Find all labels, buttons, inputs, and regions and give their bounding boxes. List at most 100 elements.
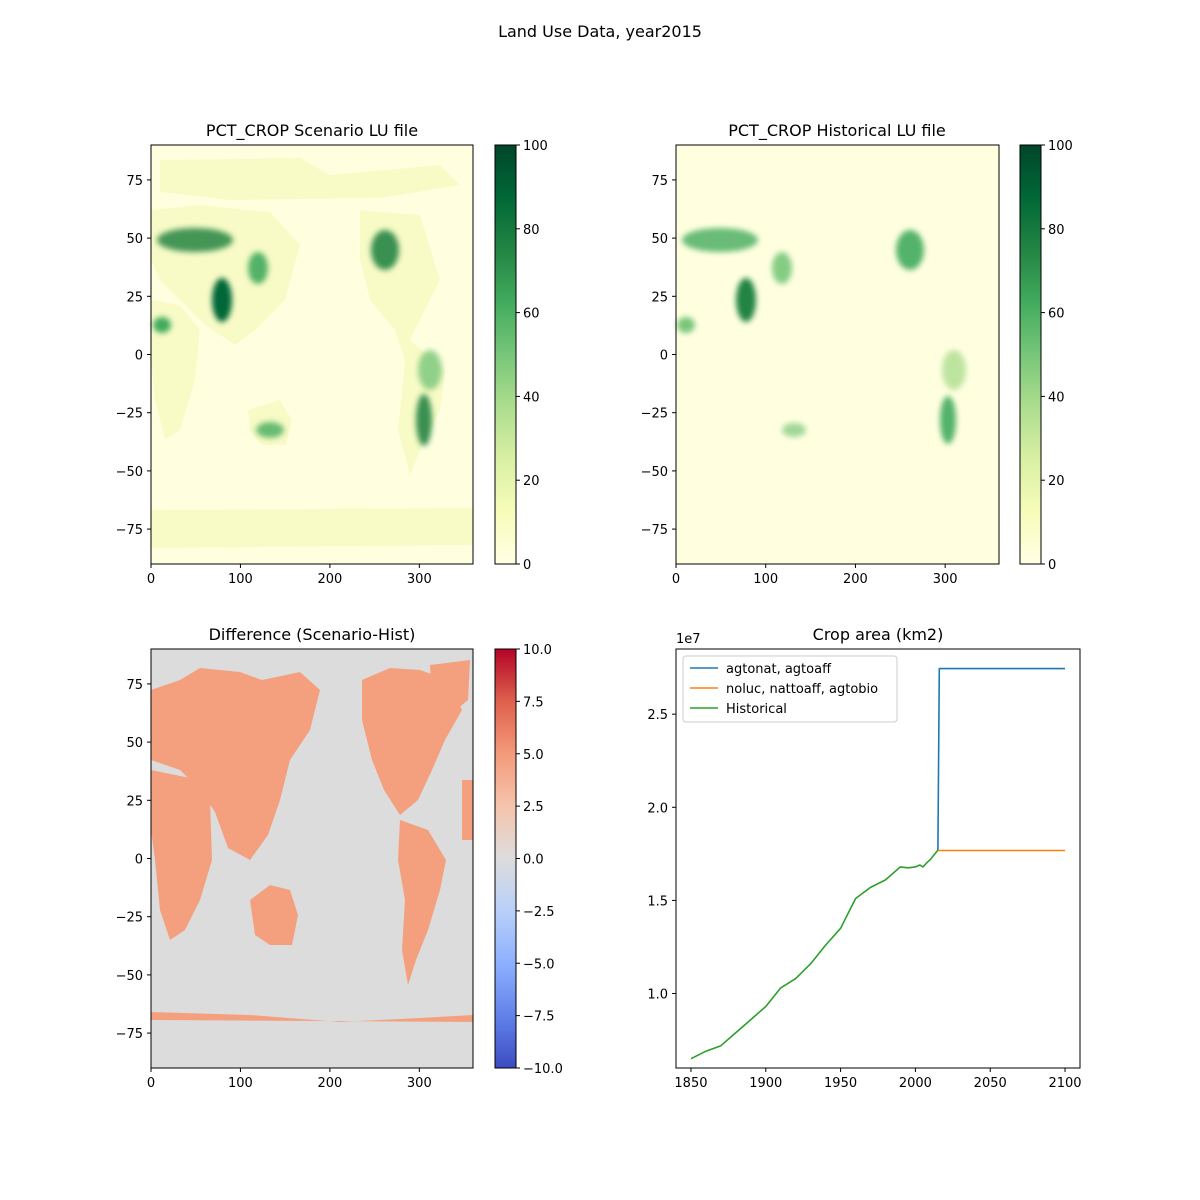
- colorbar-tick-label: 10.0: [523, 643, 552, 658]
- colorbar-tick-label: 0.0: [523, 853, 544, 868]
- y-tick-label: 50: [651, 232, 668, 247]
- y-tick-label: 0: [135, 853, 143, 868]
- crop-australia: [782, 423, 806, 437]
- x-axis: 1850 1900 1950 2000 2050 2100: [674, 1068, 1082, 1091]
- heatmap-plot: 0 100 200 300 −75 −50 −25 0 25 50 75: [641, 144, 1000, 587]
- land-arctic: [160, 158, 460, 200]
- colorbar-tick-label: 7.5: [523, 695, 544, 710]
- panel-crop-area: Crop area (km2) 1e7 1850 1900 1950 2000 2050…: [647, 625, 1081, 1091]
- crop-brazil: [942, 350, 966, 390]
- crop-europe: [157, 228, 233, 252]
- crop-west-africa: [153, 317, 171, 333]
- colorbar-tick-label: 40: [1048, 390, 1065, 405]
- x-tick-label: 200: [843, 572, 868, 587]
- colorbar-gradient: [494, 144, 517, 565]
- x-tick-label: 100: [753, 572, 778, 587]
- colorbar-tick-label: 2.5: [523, 800, 544, 815]
- y-axis: −75 −50 −25 0 25 50 75: [116, 174, 151, 538]
- legend-label: noluc, nattoaff, agtobio: [726, 682, 878, 697]
- y-tick-label: −75: [116, 523, 143, 538]
- y-tick-label: −75: [641, 523, 668, 538]
- x-tick-label: 0: [147, 572, 155, 587]
- y-tick-label: 75: [651, 174, 668, 189]
- y-tick-label: 50: [126, 232, 143, 247]
- legend-label: agtonat, agtoaff: [726, 662, 832, 677]
- colorbar-tick-label: 60: [523, 307, 540, 322]
- land-antarctica: [151, 508, 473, 548]
- land-africa: [151, 300, 200, 440]
- y-tick-label: 0: [135, 349, 143, 364]
- colorbar-tick-label: 20: [1048, 474, 1065, 489]
- colorbar-tick-label: 80: [523, 223, 540, 238]
- land-eurasia: [151, 668, 320, 860]
- colorbar: 0 20 40 60 80 100: [1019, 139, 1073, 573]
- x-tick-label: 0: [147, 1076, 155, 1091]
- colorbar-tick-label: −2.5: [523, 905, 555, 920]
- crop-australia: [256, 422, 284, 438]
- y-axis: 1.0 1.5 2.0 2.5: [647, 708, 676, 1003]
- crop-hotspots: [153, 228, 442, 446]
- x-axis: 0 100 200 300: [672, 564, 958, 587]
- y-tick-label: 1.0: [647, 988, 668, 1003]
- land-greenland: [430, 660, 470, 715]
- offset-text: 1e7: [676, 632, 701, 647]
- legend-box: [682, 655, 898, 723]
- land-antarctica-strip: [151, 1012, 473, 1022]
- colorbar-tick-label: −5.0: [523, 957, 555, 972]
- x-tick-label: 300: [933, 572, 958, 587]
- x-tick-label: 1850: [674, 1076, 707, 1091]
- y-tick-label: 75: [126, 174, 143, 189]
- y-tick-label: −25: [641, 407, 668, 422]
- heatmap-plot: 0 100 200 300 −75 −50 −25 0 25 50 75: [116, 648, 474, 1091]
- x-tick-label: 1900: [749, 1076, 782, 1091]
- y-tick-label: −25: [116, 911, 143, 926]
- y-tick-label: 1.5: [647, 894, 668, 909]
- y-axis: −75 −50 −25 0 25 50 75: [116, 678, 151, 1042]
- land-south-america: [398, 820, 446, 985]
- series-lines: [690, 667, 1065, 1060]
- crop-usa: [896, 230, 924, 270]
- y-tick-label: −50: [116, 969, 143, 984]
- colorbar-tick-label: 60: [1048, 307, 1065, 322]
- y-axis: −75 −50 −25 0 25 50 75: [641, 174, 676, 538]
- x-tick-label: 2100: [1048, 1076, 1081, 1091]
- y-tick-label: 2.0: [647, 801, 668, 816]
- legend: agtonat, agtoaff noluc, nattoaff, agtobio…: [682, 655, 898, 723]
- x-tick-label: 200: [317, 1076, 342, 1091]
- colorbar-tick-label: 80: [1048, 223, 1065, 238]
- land-africa: [151, 770, 212, 940]
- y-tick-label: 50: [126, 736, 143, 751]
- colorbar-gradient: [494, 648, 517, 1069]
- colorbar: 0 20 40 60 80 100: [494, 139, 548, 573]
- y-tick-label: −50: [641, 465, 668, 480]
- y-tick-label: 75: [126, 678, 143, 693]
- crop-china: [248, 252, 268, 284]
- land-difference: [151, 660, 473, 1022]
- y-tick-label: 2.5: [647, 708, 668, 723]
- x-tick-label: 300: [407, 1076, 432, 1091]
- crop-china: [772, 252, 792, 284]
- y-tick-label: −75: [116, 1027, 143, 1042]
- crop-west-africa: [677, 317, 695, 333]
- x-tick-label: 300: [407, 572, 432, 587]
- crop-usa: [371, 230, 399, 270]
- panel-scenario: PCT_CROP Scenario LU file: [116, 121, 548, 587]
- land-australia: [250, 885, 298, 945]
- colorbar: −10.0 −7.5 −5.0 −2.5 0.0 2.5 5.0 7.5 10.0: [494, 643, 563, 1077]
- land-north-america: [362, 668, 462, 815]
- colorbar-tick-label: 100: [1048, 139, 1073, 154]
- x-axis: 0 100 200 300: [147, 564, 432, 587]
- panel-title: PCT_CROP Scenario LU file: [206, 121, 418, 141]
- colorbar-ticks: 0 20 40 60 80 100: [1041, 139, 1073, 573]
- crop-argentina: [416, 394, 432, 446]
- series-line: [937, 667, 1065, 851]
- x-tick-label: 2050: [974, 1076, 1007, 1091]
- y-tick-label: 25: [126, 794, 143, 809]
- crop-india: [736, 278, 756, 322]
- y-tick-label: −50: [116, 465, 143, 480]
- heatmap-plot: 0 100 200 300 −75 −50 −25 0 25 50 75: [116, 144, 474, 587]
- panel-difference: Difference (Scenario-Hist) 0 100 200 300 −7…: [116, 625, 563, 1091]
- crop-europe: [682, 228, 758, 252]
- panel-title: Crop area (km2): [813, 625, 944, 644]
- panel-historical: PCT_CROP Historical LU file 0 100 200 300 −…: [641, 121, 1073, 587]
